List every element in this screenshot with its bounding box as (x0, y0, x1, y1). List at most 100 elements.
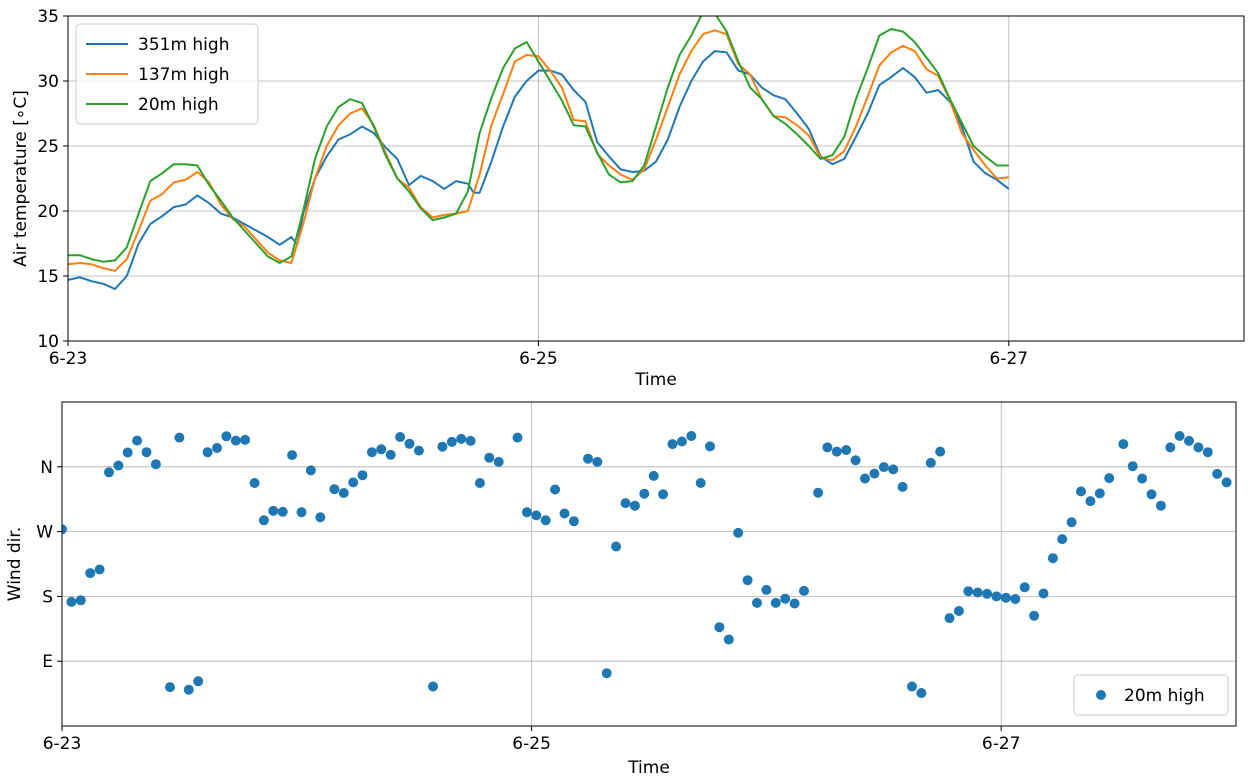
wind-point-89 (925, 457, 936, 468)
temp-tick-label-x-6-27: 6-27 (990, 349, 1029, 369)
wind-point-92 (953, 606, 964, 616)
wind-point-60 (648, 470, 659, 481)
wind-point-58 (629, 500, 640, 511)
wind-point-109 (1118, 439, 1129, 450)
wind-point-30 (348, 477, 359, 488)
wind-point-26 (305, 465, 316, 476)
wind-point-80 (841, 445, 852, 455)
wind-point-78 (822, 442, 833, 453)
wind-point-91 (944, 613, 955, 624)
wind-point-11 (165, 682, 175, 693)
wind-legend-box (1073, 674, 1229, 716)
wind-point-115 (1174, 431, 1185, 441)
wind-point-85 (888, 464, 899, 475)
series-line-20m-high (68, 16, 1009, 264)
wind-point-71 (752, 597, 762, 608)
wind-point-114 (1165, 442, 1176, 453)
wind-tick-label-y-S: S (42, 587, 53, 607)
temperature-legend: 351m high 137m high 20m high (75, 23, 259, 125)
temperature-plot-frame (67, 15, 1245, 342)
wind-point-17 (221, 431, 232, 442)
wind-point-108 (1104, 473, 1115, 484)
wind-point-22 (268, 505, 279, 516)
legend-label-20m: 20m high (138, 95, 219, 115)
wind-point-64 (686, 431, 697, 441)
series-line-137m-high (68, 29, 1009, 272)
wind-point-57 (620, 498, 631, 509)
series-line-351m-high (68, 50, 1010, 290)
wind-point-96 (991, 591, 1002, 602)
wind-point-6 (113, 460, 124, 471)
wind-point-51 (559, 508, 570, 519)
wind-point-61 (658, 489, 669, 500)
legend-label-351m: 351m high (138, 35, 229, 55)
wind-point-50 (550, 484, 561, 495)
wind-point-45 (493, 456, 504, 467)
wind-point-107 (1094, 488, 1105, 499)
wind-point-38 (428, 681, 438, 692)
wind-point-111 (1137, 473, 1148, 484)
wind-point-99 (1019, 582, 1030, 593)
legend-marker-20m (1096, 690, 1106, 700)
wind-point-94 (972, 587, 983, 598)
temp-tick-label-y-30: 30 (37, 72, 59, 92)
wind-point-106 (1085, 496, 1096, 507)
wind-point-88 (916, 688, 927, 698)
wind-point-5 (104, 467, 114, 478)
legend-label-137m: 137m high (138, 65, 229, 85)
wind-tick-label-x-6-23: 6-23 (43, 734, 82, 754)
wind-point-1 (66, 596, 77, 607)
wind-point-73 (770, 597, 781, 608)
wind-point-104 (1066, 517, 1077, 528)
wind-point-27 (315, 512, 326, 523)
wind-point-49 (540, 515, 551, 526)
wind-point-32 (366, 447, 377, 458)
temp-tick-label-y-35: 35 (37, 7, 59, 27)
wind-point-36 (404, 438, 415, 449)
wind-point-105 (1076, 486, 1086, 497)
wind-point-46 (512, 432, 523, 443)
wind-ticks: E S W N 6-23 6-25 6-27 (36, 458, 1020, 754)
wind-point-43 (474, 478, 485, 488)
wind-point-19 (240, 434, 251, 445)
wind-point-13 (183, 684, 194, 695)
wind-point-28 (329, 484, 340, 495)
temperature-x-axis-label: Time (634, 370, 677, 390)
wind-point-87 (907, 681, 917, 692)
wind-direction-chart: E S W N 6-23 6-25 6-27 Time Wind dir. 20m high (5, 401, 1237, 778)
temp-tick-label-x-6-23: 6-23 (49, 349, 88, 369)
temp-tick-label-y-20: 20 (37, 202, 59, 222)
wind-point-3 (85, 568, 96, 579)
wind-point-77 (813, 487, 824, 498)
temperature-ticks: 10 15 20 25 30 35 6-23 6-25 6-27 (37, 7, 1028, 369)
wind-point-35 (395, 432, 406, 442)
wind-point-44 (484, 452, 495, 463)
wind-point-65 (695, 478, 706, 488)
wind-point-54 (592, 456, 603, 467)
wind-point-20 (249, 478, 260, 488)
wind-tick-label-y-W: W (36, 523, 53, 543)
wind-point-97 (1000, 592, 1011, 603)
temperature-legend-box (75, 23, 259, 125)
wind-point-93 (963, 586, 974, 597)
wind-point-41 (456, 433, 467, 444)
wind-point-37 (413, 445, 424, 456)
wind-point-110 (1127, 461, 1138, 472)
wind-point-40 (446, 436, 457, 447)
temperature-chart: 10 15 20 25 30 35 6-23 6-25 6-27 Time Air temper… (11, 7, 1245, 390)
wind-point-68 (723, 634, 734, 645)
wind-point-12 (174, 432, 185, 443)
wind-point-102 (1047, 553, 1058, 564)
wind-point-55 (601, 668, 612, 679)
temp-tick-label-y-25: 25 (37, 137, 59, 157)
wind-point-47 (521, 507, 532, 518)
wind-point-66 (705, 441, 715, 452)
wind-plot-frame (61, 401, 1237, 727)
wind-point-62 (667, 439, 678, 450)
wind-point-117 (1193, 442, 1204, 453)
temperature-lines (68, 16, 1010, 290)
wind-point-101 (1038, 588, 1049, 599)
wind-point-10 (150, 459, 161, 470)
temp-tick-label-y-15: 15 (37, 267, 59, 287)
